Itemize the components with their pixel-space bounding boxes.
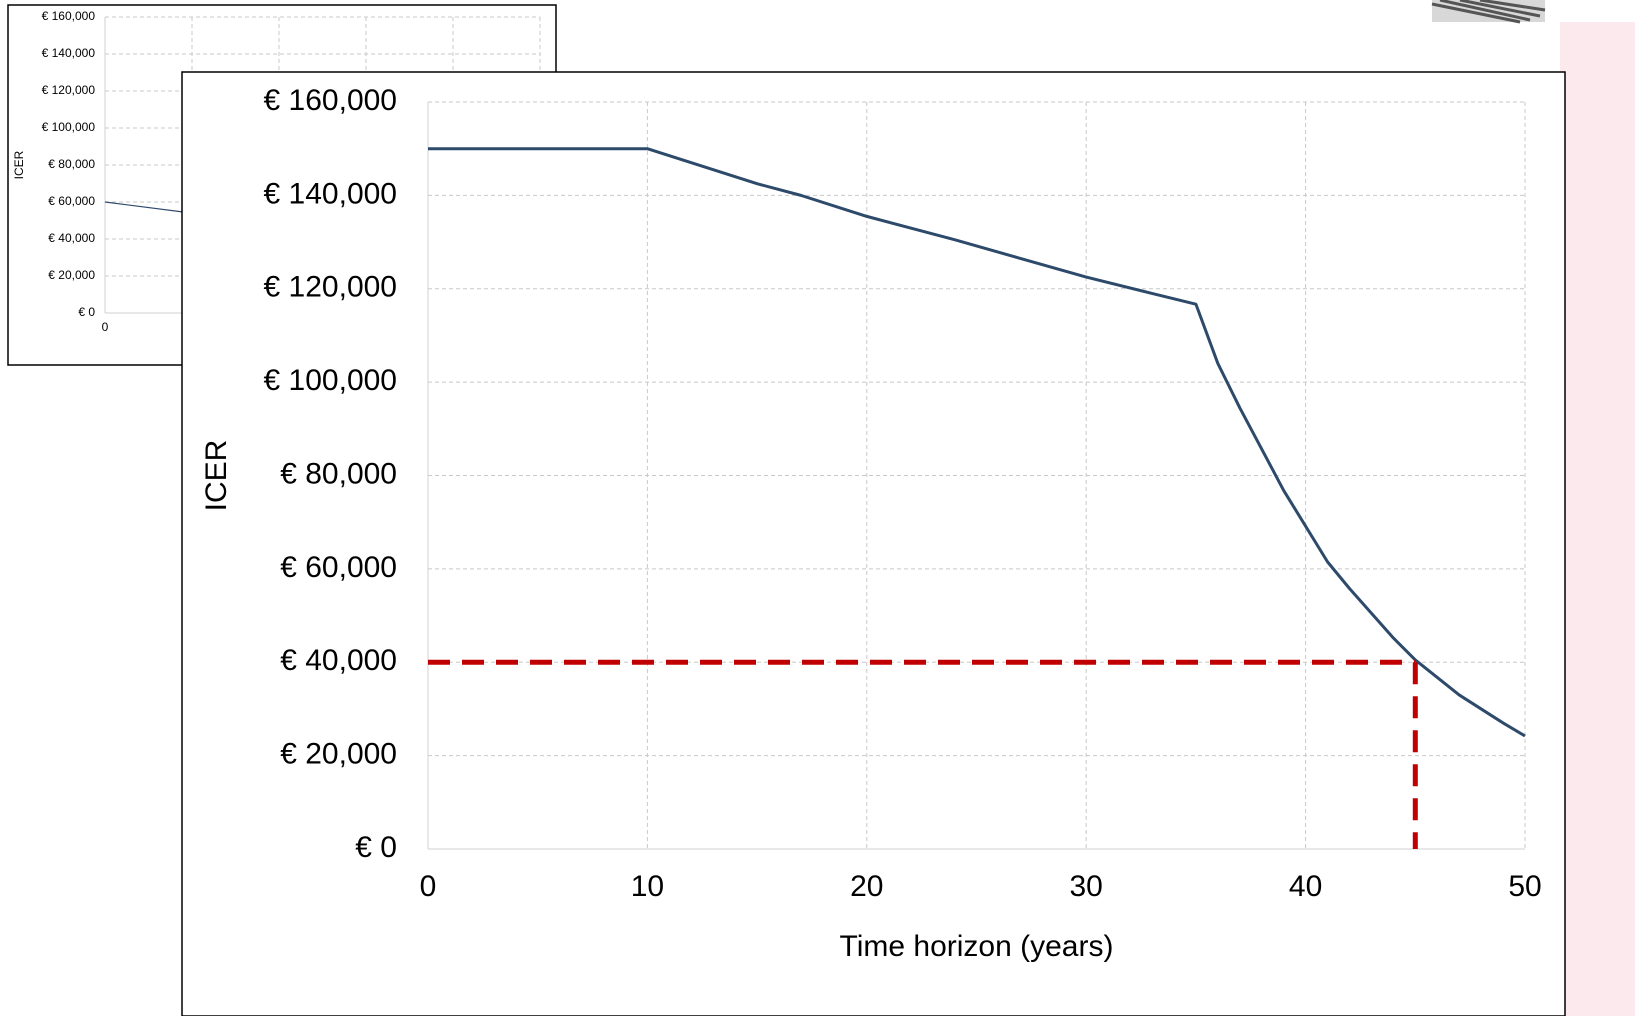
y-tick-label: € 40,000 — [280, 644, 397, 677]
x-axis-title: Time horizon (years) — [840, 930, 1114, 963]
page: € 0 € 20,000 € 40,000 € 60,000 € 80,000 € 100… — [0, 0, 1635, 1016]
y-tick-label: € 160,000 — [264, 84, 397, 117]
x-tick-label: 40 — [1289, 870, 1322, 903]
y-tick-label: € 20,000 — [280, 738, 397, 771]
y-tick-label: € 120,000 — [42, 83, 96, 97]
screenshot: € 0 € 20,000 € 40,000 € 60,000 € 80,000 € 100… — [0, 0, 1635, 1016]
y-tick-label: € 20,000 — [48, 268, 95, 282]
y-tick-label: € 80,000 — [48, 157, 95, 171]
chart: € 0 € 20,000 € 40,000 € 60,000 € 80,000 € 100… — [182, 72, 1565, 1016]
y-tick-label: € 140,000 — [264, 177, 397, 210]
y-tick-label: € 100,000 — [264, 364, 397, 397]
x-tick-label: 30 — [1070, 870, 1103, 903]
y-tick-label: € 160,000 — [42, 9, 96, 23]
y-tick-label: € 40,000 — [48, 231, 95, 245]
y-axis-title: ICER — [12, 150, 26, 179]
x-tick-label: 0 — [102, 320, 109, 334]
y-tick-label: € 0 — [355, 831, 397, 864]
y-tick-label: € 100,000 — [42, 120, 96, 134]
y-tick-label: € 0 — [78, 305, 95, 319]
x-tick-label: 0 — [420, 870, 437, 903]
x-tick-label: 50 — [1508, 870, 1541, 903]
y-tick-label: € 120,000 — [264, 271, 397, 304]
side-strip — [1560, 22, 1635, 1016]
x-tick-label: 10 — [631, 870, 664, 903]
y-tick-label: € 60,000 — [48, 194, 95, 208]
y-tick-label: € 140,000 — [42, 46, 96, 60]
x-tick-label: 20 — [850, 870, 883, 903]
y-tick-label: € 80,000 — [280, 457, 397, 490]
y-tick-label: € 60,000 — [280, 551, 397, 584]
y-axis-title: ICER — [200, 440, 233, 512]
